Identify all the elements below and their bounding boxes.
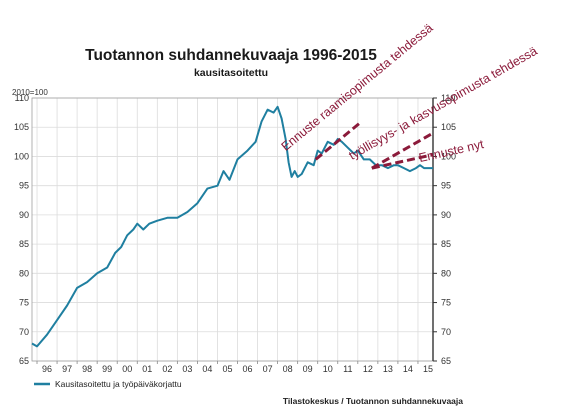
y-tick-label-right: 75 — [441, 298, 451, 308]
x-tick-label: 96 — [42, 364, 52, 374]
y-tick-label-left: 110 — [15, 93, 29, 103]
x-tick-label: 01 — [142, 364, 152, 374]
x-tick-label: 97 — [62, 364, 72, 374]
y-axis-left: 65 70 75 80 85 90 95 100 105 110 — [14, 93, 29, 366]
forecast-line — [371, 153, 434, 170]
x-tick-label: 07 — [263, 364, 273, 374]
x-tick-label: 12 — [363, 364, 373, 374]
x-tick-label: 15 — [423, 364, 433, 374]
y-tick-label-left: 105 — [14, 122, 29, 132]
y-axis-right: 65 70 75 80 85 90 95 100 105 110 — [433, 93, 456, 366]
y-tick-label-left: 90 — [19, 210, 29, 220]
legend: Kausitasoitettu ja työpäiväkorjattu — [34, 379, 182, 389]
x-tick-label: 06 — [243, 364, 253, 374]
y-tick-label-left: 65 — [19, 356, 29, 366]
y-tick-label-left: 95 — [19, 181, 29, 191]
annotation-label: Ennuste raamisopimusta tehdessä — [279, 21, 436, 154]
x-tick-label: 04 — [202, 364, 212, 374]
x-tick-label: 14 — [403, 364, 413, 374]
x-tick-label: 00 — [122, 364, 132, 374]
x-tick-label: 05 — [222, 364, 232, 374]
y-tick-label-left: 80 — [19, 268, 29, 278]
x-tick-label: 11 — [343, 364, 352, 374]
x-tick-label: 03 — [182, 364, 192, 374]
y-tick-label-right: 110 — [441, 93, 455, 103]
chart-subtitle: kausitasoitettu — [194, 67, 268, 79]
x-tick-label: 09 — [303, 364, 313, 374]
y-tick-label-right: 70 — [441, 327, 451, 337]
x-tick-label: 99 — [102, 364, 112, 374]
y-tick-label-right: 105 — [441, 122, 456, 132]
y-tick-label-right: 90 — [441, 210, 451, 220]
source-label: Tilastokeskus / Tuotannon suhdannekuvaaj… — [283, 396, 463, 406]
x-tick-label: 02 — [162, 364, 172, 374]
y-tick-label-left: 75 — [19, 298, 29, 308]
chart-title: Tuotannon suhdannekuvaaja 1996-2015 — [85, 47, 377, 64]
y-tick-label-right: 100 — [441, 151, 456, 161]
x-tick-label: 08 — [283, 364, 293, 374]
x-axis: 96 97 98 99 00 01 02 03 04 05 06 07 08 09 10 11 12 13 14 15 — [36, 361, 433, 374]
y-tick-label-right: 65 — [441, 356, 451, 366]
x-tick-label: 98 — [82, 364, 92, 374]
x-tick-label: 13 — [383, 364, 393, 374]
y-tick-label-left: 85 — [19, 239, 29, 249]
x-tick-label: 10 — [323, 364, 333, 374]
forecast-line — [314, 120, 363, 161]
legend-label: Kausitasoitettu ja työpäiväkorjattu — [55, 379, 182, 389]
y-tick-label-right: 95 — [441, 181, 451, 191]
y-tick-label-left: 100 — [14, 151, 29, 161]
y-unit-label: 2010=100 — [12, 88, 48, 97]
y-tick-label-left: 70 — [19, 327, 29, 337]
y-tick-label-right: 80 — [441, 268, 451, 278]
y-tick-label-right: 85 — [441, 239, 451, 249]
